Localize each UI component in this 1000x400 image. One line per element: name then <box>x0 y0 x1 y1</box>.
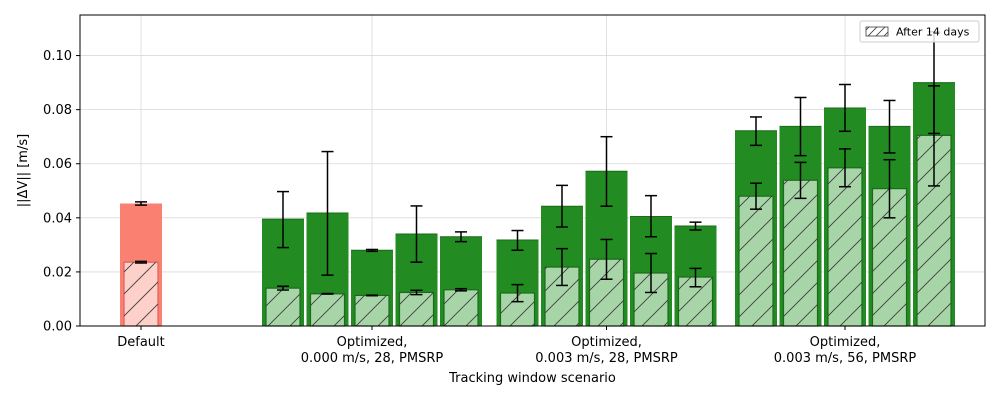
axis-ticks: 0.00 0.02 0.04 0.06 0.08 0.10 Default Optimized… <box>43 49 916 366</box>
bar-hatch <box>266 288 300 326</box>
legend: After 14 days <box>859 20 980 43</box>
legend-box <box>859 20 980 43</box>
bars <box>120 82 955 327</box>
legend-entry-after-14-days: After 14 days <box>896 26 970 39</box>
x-tick-label: 0.003 m/s, 28, PMSRP <box>535 351 678 366</box>
y-tick-label: 0.00 <box>43 320 72 335</box>
bar-hatch <box>739 196 773 326</box>
x-tick-label: Default <box>117 335 165 350</box>
legend-swatch-hatched <box>865 26 889 37</box>
bar-hatch <box>444 289 478 326</box>
error-bars <box>135 31 940 303</box>
bar-hatch <box>828 167 862 326</box>
y-tick-label: 0.04 <box>43 211 72 226</box>
y-axis-label: ||ΔV|| [m/s] <box>16 134 31 207</box>
bar-hatch <box>124 262 158 326</box>
x-tick-label: Optimized, <box>571 335 642 350</box>
x-tick-label: Optimized, <box>337 335 408 350</box>
x-tick-label: 0.003 m/s, 56, PMSRP <box>774 351 917 366</box>
x-tick-label: Optimized, <box>810 335 881 350</box>
bar-hatch <box>399 292 434 326</box>
y-tick-label: 0.02 <box>43 265 72 280</box>
bar-hatch <box>355 295 389 326</box>
x-axis-label: Tracking window scenario <box>448 371 616 386</box>
y-tick-label: 0.08 <box>43 103 72 118</box>
bar-hatch <box>783 180 818 326</box>
y-tick-label: 0.06 <box>43 157 72 172</box>
y-tick-label: 0.10 <box>43 49 72 64</box>
bar-hatch <box>310 293 345 326</box>
plot-frame <box>79 14 986 327</box>
x-tick-label: 0.000 m/s, 28, PMSRP <box>301 351 444 366</box>
